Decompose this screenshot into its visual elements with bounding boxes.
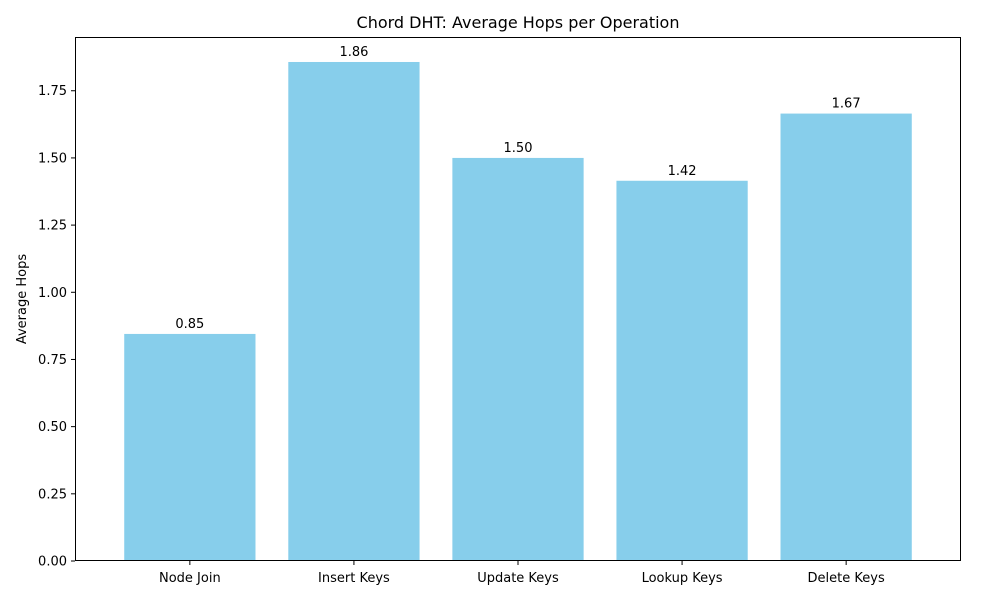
x-tick-label: Delete Keys (808, 571, 885, 586)
bar-lookup-keys (616, 180, 748, 561)
x-axis-ticks: Node Join Insert Keys Update Keys Lookup Ke… (159, 561, 885, 586)
data-label: 1.86 (339, 45, 368, 60)
x-tick-label: Lookup Keys (642, 571, 723, 586)
x-tick-label: Update Keys (477, 571, 559, 586)
data-labels-layer: 0.85 1.86 1.50 1.42 1.67 (175, 45, 860, 332)
axes-layer (75, 37, 961, 561)
y-tick-label: 0.25 (38, 487, 67, 502)
bar-insert-keys (288, 61, 420, 561)
bar-delete-keys (780, 113, 912, 561)
bars-layer (124, 61, 912, 561)
x-tick-label: Node Join (159, 571, 221, 586)
bar-node-join (124, 333, 256, 561)
y-axis-ticks: 0.00 0.25 0.50 0.75 1.00 1.25 1.50 1.75 (38, 84, 75, 570)
y-axis-title: Average Hops (15, 254, 30, 344)
bar-update-keys (452, 157, 584, 561)
data-label: 1.50 (504, 141, 533, 156)
plot-frame (75, 37, 961, 561)
data-label: 1.42 (668, 164, 697, 179)
y-tick-label: 1.00 (38, 286, 67, 301)
data-label: 0.85 (175, 317, 204, 332)
x-tick-label: Insert Keys (318, 571, 390, 586)
y-tick-label: 1.50 (38, 151, 67, 166)
data-label: 1.67 (832, 97, 861, 112)
y-tick-label: 0.50 (38, 420, 67, 435)
y-tick-label: 0.00 (38, 555, 67, 570)
y-tick-label: 1.75 (38, 84, 67, 99)
chart-title: Chord DHT: Average Hops per Operation (357, 13, 680, 32)
y-tick-label: 0.75 (38, 353, 67, 368)
y-tick-label: 1.25 (38, 219, 67, 234)
